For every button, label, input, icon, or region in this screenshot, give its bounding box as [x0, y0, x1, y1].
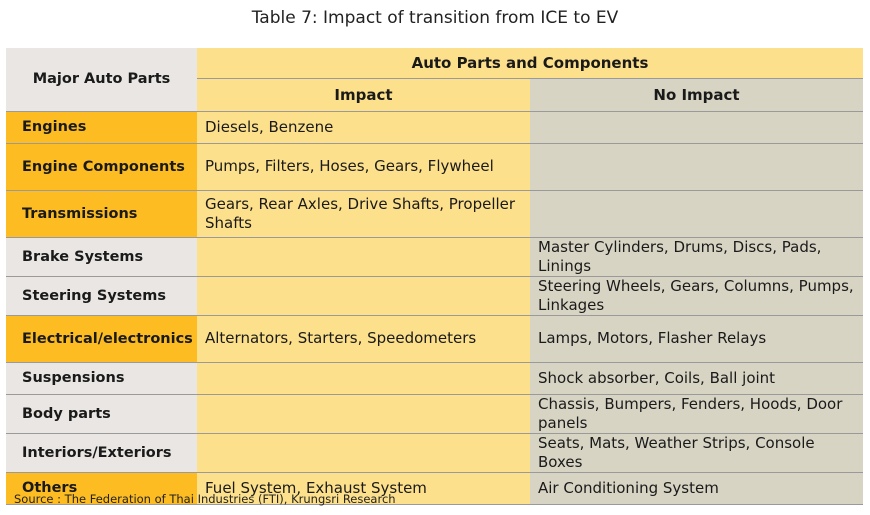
row-impact [197, 394, 530, 434]
row-part-name: Body parts [6, 394, 197, 434]
header-impact: Impact [197, 78, 530, 112]
row-no-impact [530, 111, 863, 144]
table-row: Suspensions Shock absorber, Coils, Ball … [6, 362, 863, 395]
table-row: Brake Systems Master Cylinders, Drums, D… [6, 237, 863, 277]
row-impact [197, 362, 530, 395]
row-no-impact: Chassis, Bumpers, Fenders, Hoods, Door p… [530, 394, 863, 434]
source-note: Source : The Federation of Thai Industri… [14, 492, 396, 506]
row-impact: Fuel System, Exhaust System [197, 472, 530, 505]
row-impact [197, 237, 530, 277]
row-impact: Diesels, Benzene [197, 111, 530, 144]
table-title: Table 7: Impact of transition from ICE t… [251, 8, 619, 28]
table-row: Engines Diesels, Benzene [6, 111, 863, 144]
row-part-name: Steering Systems [6, 276, 197, 316]
row-no-impact: Seats, Mats, Weather Strips, Console Box… [530, 433, 863, 473]
table-row: Steering Systems Steering Wheels, Gears,… [6, 276, 863, 316]
row-no-impact [530, 143, 863, 191]
row-impact: Gears, Rear Axles, Drive Shafts, Propell… [197, 190, 530, 238]
row-part-name: Suspensions [6, 362, 197, 395]
header-major-parts: Major Auto Parts [6, 48, 197, 112]
table-row: Transmissions Gears, Rear Axles, Drive S… [6, 190, 863, 238]
header-no-impact: No Impact [530, 78, 863, 112]
table-row: Electrical/electronics Alternators, Star… [6, 315, 863, 363]
row-part-name: Transmissions [6, 190, 197, 238]
row-impact [197, 433, 530, 473]
row-no-impact: Master Cylinders, Drums, Discs, Pads, Li… [530, 237, 863, 277]
row-part-name: Interiors/Exteriors [6, 433, 197, 473]
table-row: Others Fuel System, Exhaust System Air C… [6, 472, 863, 505]
row-part-name: Others [6, 472, 197, 505]
row-no-impact: Air Conditioning System [530, 472, 863, 505]
row-no-impact [530, 190, 863, 238]
row-no-impact: Shock absorber, Coils, Ball joint [530, 362, 863, 395]
row-part-name: Electrical/electronics [6, 315, 197, 363]
row-no-impact: Lamps, Motors, Flasher Relays [530, 315, 863, 363]
row-part-name: Engine Components [6, 143, 197, 191]
table-row: Interiors/Exteriors Seats, Mats, Weather… [6, 433, 863, 473]
row-impact [197, 276, 530, 316]
row-no-impact: Steering Wheels, Gears, Columns, Pumps, … [530, 276, 863, 316]
row-impact: Pumps, Filters, Hoses, Gears, Flywheel [197, 143, 530, 191]
row-impact: Alternators, Starters, Speedometers [197, 315, 530, 363]
table-row: Engine Components Pumps, Filters, Hoses,… [6, 143, 863, 191]
impact-table: Major Auto Parts Auto Parts and Componen… [6, 48, 863, 505]
row-part-name: Brake Systems [6, 237, 197, 277]
header-auto-parts-components: Auto Parts and Components [197, 48, 863, 79]
table-row: Body parts Chassis, Bumpers, Fenders, Ho… [6, 394, 863, 434]
row-part-name: Engines [6, 111, 197, 144]
